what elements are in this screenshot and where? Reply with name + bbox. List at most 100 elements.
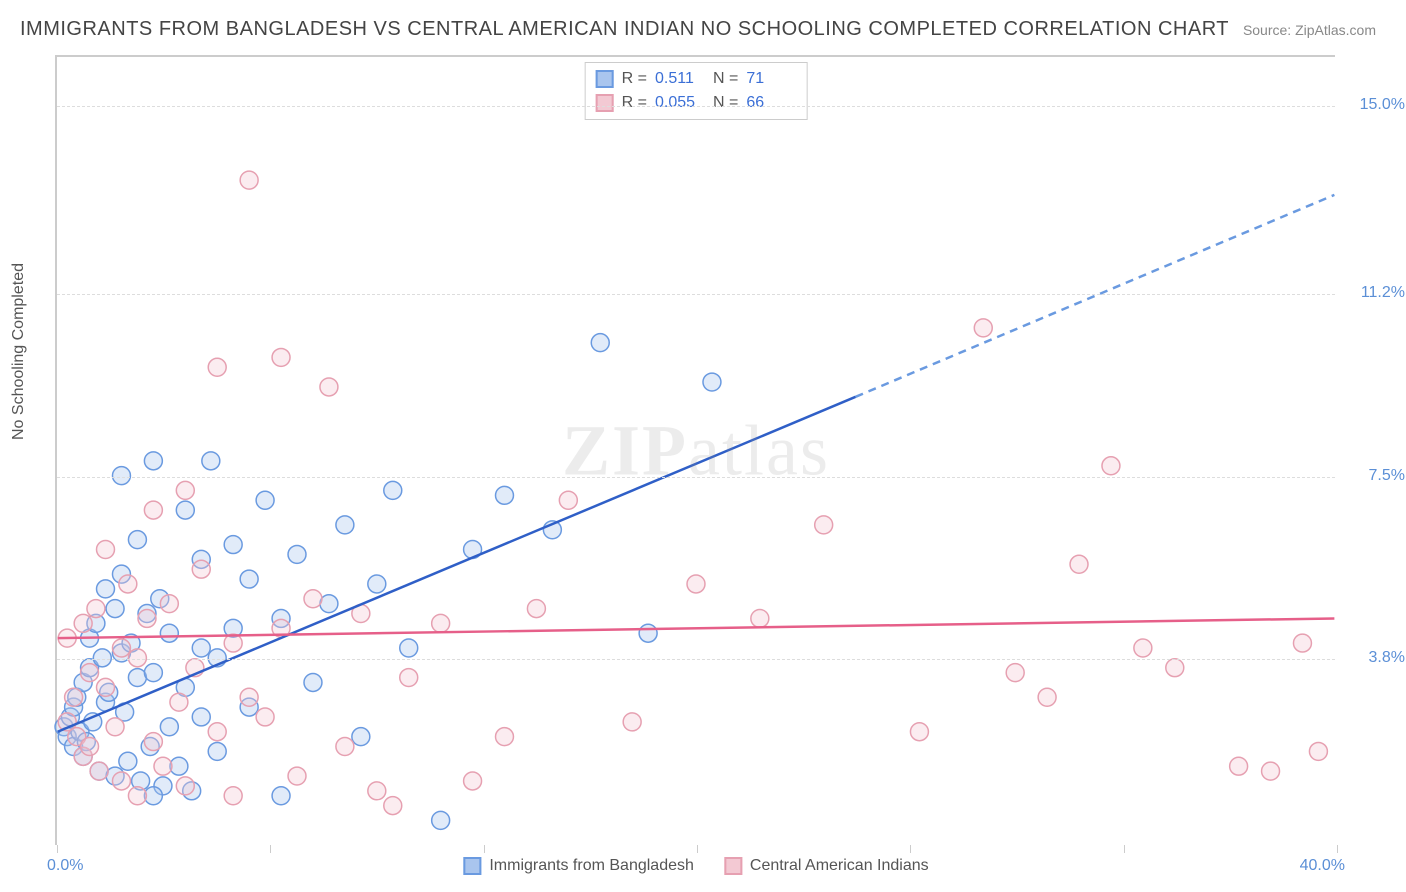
scatter-point-bangladesh [144, 452, 162, 470]
x-tick [910, 845, 911, 853]
scatter-point-central_american [224, 787, 242, 805]
scatter-point-central_american [106, 718, 124, 736]
scatter-point-central_american [208, 358, 226, 376]
scatter-point-central_american [1230, 757, 1248, 775]
scatter-point-bangladesh [119, 752, 137, 770]
scatter-point-bangladesh [304, 673, 322, 691]
scatter-point-central_american [336, 738, 354, 756]
stats-row-central: R = 0.055 N = 66 [596, 91, 797, 115]
scatter-point-central_american [144, 501, 162, 519]
legend-swatch-central [724, 857, 742, 875]
scatter-point-central_american [1262, 762, 1280, 780]
x-min-label: 0.0% [47, 857, 83, 875]
gridline-h [57, 106, 1335, 107]
scatter-point-central_american [1166, 659, 1184, 677]
scatter-point-central_american [97, 678, 115, 696]
legend-item-bangladesh: Immigrants from Bangladesh [463, 857, 694, 875]
x-tick [57, 845, 58, 853]
scatter-point-central_american [176, 777, 194, 795]
legend-swatch-bangladesh [463, 857, 481, 875]
scatter-point-central_american [751, 609, 769, 627]
scatter-point-central_american [496, 728, 514, 746]
gridline-h [57, 659, 1335, 660]
scatter-point-central_american [623, 713, 641, 731]
scatter-point-bangladesh [256, 491, 274, 509]
scatter-point-bangladesh [144, 664, 162, 682]
y-axis-label: No Schooling Completed [10, 263, 28, 440]
scatter-point-central_american [464, 772, 482, 790]
scatter-point-central_american [224, 634, 242, 652]
scatter-point-central_american [144, 733, 162, 751]
scatter-point-bangladesh [336, 516, 354, 534]
scatter-point-central_american [208, 723, 226, 741]
x-max-label: 40.0% [1300, 857, 1345, 875]
scatter-point-bangladesh [208, 742, 226, 760]
scatter-point-central_american [240, 688, 258, 706]
x-tick [1124, 845, 1125, 853]
scatter-point-bangladesh [272, 787, 290, 805]
scatter-point-bangladesh [192, 639, 210, 657]
scatter-point-bangladesh [352, 728, 370, 746]
regression-line-bangladesh [58, 397, 856, 732]
stats-row-bangladesh: R = 0.511 N = 71 [596, 67, 797, 91]
legend-item-central: Central American Indians [724, 857, 929, 875]
scatter-point-central_american [176, 481, 194, 499]
gridline-h [57, 477, 1335, 478]
scatter-point-central_american [154, 757, 172, 775]
scatter-point-central_american [119, 575, 137, 593]
scatter-point-central_american [160, 595, 178, 613]
scatter-point-central_american [65, 688, 83, 706]
y-tick-label: 11.2% [1345, 284, 1405, 302]
scatter-point-bangladesh [192, 708, 210, 726]
r-label: R = [622, 94, 647, 112]
scatter-point-central_american [400, 669, 418, 687]
scatter-point-central_american [87, 600, 105, 618]
scatter-point-bangladesh [106, 600, 124, 618]
scatter-point-central_american [304, 590, 322, 608]
scatter-point-bangladesh [368, 575, 386, 593]
chart-title: IMMIGRANTS FROM BANGLADESH VS CENTRAL AM… [20, 18, 1229, 41]
stats-legend-box: R = 0.511 N = 71 R = 0.055 N = 66 [585, 62, 808, 120]
scatter-point-central_american [1006, 664, 1024, 682]
scatter-point-central_american [192, 560, 210, 578]
scatter-point-bangladesh [384, 481, 402, 499]
scatter-point-central_american [138, 609, 156, 627]
scatter-point-central_american [559, 491, 577, 509]
scatter-point-central_american [112, 639, 130, 657]
scatter-point-bangladesh [202, 452, 220, 470]
n-label: N = [713, 94, 738, 112]
source-label: Source: ZipAtlas.com [1243, 22, 1376, 38]
y-tick-label: 15.0% [1345, 96, 1405, 114]
n-value-central: 66 [746, 94, 796, 112]
r-label: R = [622, 70, 647, 88]
swatch-central [596, 94, 614, 112]
scatter-point-bangladesh [400, 639, 418, 657]
scatter-point-central_american [910, 723, 928, 741]
scatter-point-bangladesh [97, 580, 115, 598]
scatter-point-central_american [112, 772, 130, 790]
x-tick [697, 845, 698, 853]
scatter-point-central_american [687, 575, 705, 593]
scatter-point-central_american [81, 664, 99, 682]
scatter-point-central_american [81, 738, 99, 756]
regression-ext-bangladesh [856, 195, 1335, 397]
bottom-legend: Immigrants from Bangladesh Central Ameri… [463, 857, 928, 875]
scatter-point-central_american [170, 693, 188, 711]
scatter-point-central_american [527, 600, 545, 618]
scatter-point-bangladesh [432, 811, 450, 829]
scatter-point-bangladesh [639, 624, 657, 642]
x-tick [484, 845, 485, 853]
scatter-point-bangladesh [160, 624, 178, 642]
scatter-point-central_american [1102, 457, 1120, 475]
scatter-point-central_american [288, 767, 306, 785]
gridline-h [57, 294, 1335, 295]
regression-line-central_american [58, 618, 1335, 638]
scatter-point-bangladesh [240, 570, 258, 588]
y-tick-label: 3.8% [1345, 649, 1405, 667]
scatter-point-central_american [256, 708, 274, 726]
scatter-point-bangladesh [160, 718, 178, 736]
scatter-point-central_american [128, 787, 146, 805]
scatter-point-central_american [1293, 634, 1311, 652]
scatter-point-bangladesh [288, 545, 306, 563]
scatter-svg [57, 57, 1335, 845]
